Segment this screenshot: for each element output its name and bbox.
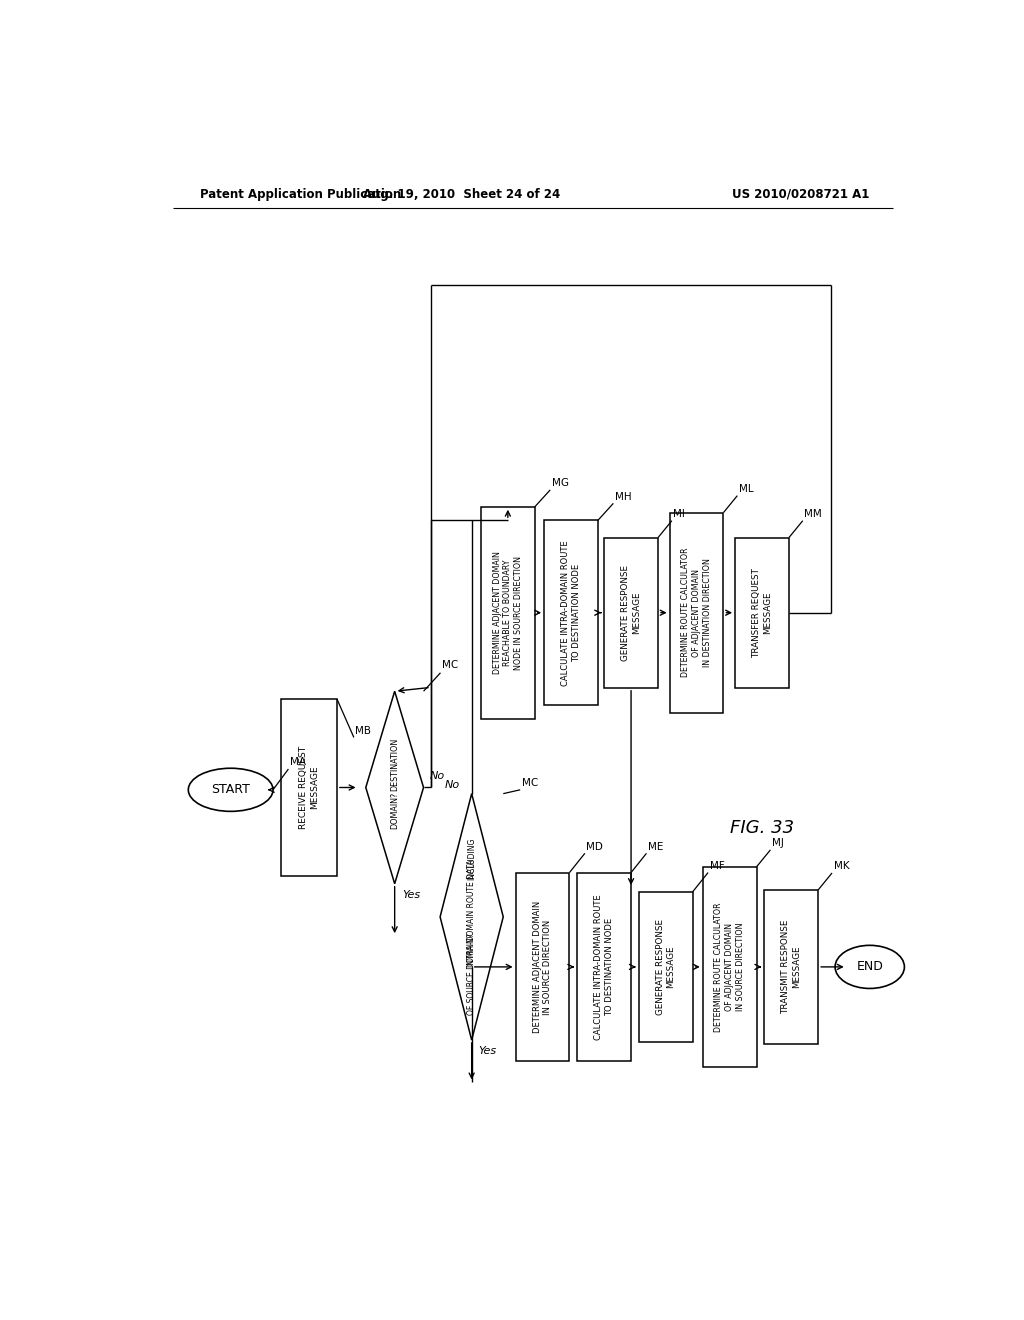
- Text: TRANSFER REQUEST
MESSAGE: TRANSFER REQUEST MESSAGE: [752, 568, 772, 657]
- Text: No: No: [430, 771, 444, 781]
- Text: MC: MC: [521, 779, 538, 788]
- Bar: [735, 537, 788, 688]
- Bar: [604, 537, 658, 688]
- Bar: [670, 512, 724, 713]
- Text: MJ: MJ: [772, 838, 783, 849]
- Bar: [544, 520, 598, 705]
- Text: MF: MF: [710, 861, 724, 871]
- Text: INTRA-DOMAIN ROUTE DATA: INTRA-DOMAIN ROUTE DATA: [467, 859, 476, 966]
- Text: Patent Application Publication: Patent Application Publication: [200, 187, 401, 201]
- Text: DETERMINE ADJACENT DOMAIN
REACHABLE TO BOUNDARY
NODE IN SOURCE DIRECTION: DETERMINE ADJACENT DOMAIN REACHABLE TO B…: [493, 552, 523, 675]
- Bar: [764, 890, 818, 1044]
- Text: START: START: [211, 783, 250, 796]
- Text: INCLUDING: INCLUDING: [467, 838, 476, 880]
- Text: Aug. 19, 2010  Sheet 24 of 24: Aug. 19, 2010 Sheet 24 of 24: [364, 187, 560, 201]
- Text: DESTINATION: DESTINATION: [390, 738, 399, 791]
- Text: OF SOURCE DOMAIN?: OF SOURCE DOMAIN?: [467, 933, 476, 1015]
- Ellipse shape: [188, 768, 273, 812]
- Text: US 2010/0208721 A1: US 2010/0208721 A1: [732, 187, 869, 201]
- Bar: [515, 873, 569, 1061]
- Bar: [639, 892, 692, 1041]
- Text: ME: ME: [648, 842, 664, 851]
- Text: END: END: [856, 961, 883, 973]
- Text: DOMAIN?: DOMAIN?: [390, 792, 399, 829]
- Text: MI: MI: [674, 510, 685, 519]
- Bar: [282, 700, 337, 876]
- Text: DETERMINE ROUTE CALCULATOR
OF ADJACENT DOMAIN
IN SOURCE DIRECTION: DETERMINE ROUTE CALCULATOR OF ADJACENT D…: [715, 902, 744, 1032]
- Ellipse shape: [836, 945, 904, 989]
- Bar: [578, 873, 631, 1061]
- Text: Yes: Yes: [478, 1047, 496, 1056]
- Bar: [481, 507, 535, 718]
- Text: No: No: [445, 780, 460, 789]
- Text: MA: MA: [290, 756, 306, 767]
- Text: MG: MG: [552, 478, 568, 488]
- Text: RECEIVE REQUEST
MESSAGE: RECEIVE REQUEST MESSAGE: [299, 746, 319, 829]
- Text: Yes: Yes: [402, 890, 421, 900]
- Text: MH: MH: [614, 492, 632, 502]
- Text: MM: MM: [804, 510, 822, 519]
- Bar: [702, 867, 757, 1067]
- Text: FIG. 33: FIG. 33: [730, 820, 794, 837]
- Text: DETERMINE ADJACENT DOMAIN
IN SOURCE DIRECTION: DETERMINE ADJACENT DOMAIN IN SOURCE DIRE…: [532, 900, 552, 1034]
- Text: DETERMINE ROUTE CALCULATOR
OF ADJACENT DOMAIN
IN DESTINATION DIRECTION: DETERMINE ROUTE CALCULATOR OF ADJACENT D…: [681, 548, 712, 677]
- Text: ML: ML: [739, 484, 754, 494]
- Text: MD: MD: [587, 842, 603, 851]
- Text: GENERATE RESPONSE
MESSAGE: GENERATE RESPONSE MESSAGE: [655, 919, 676, 1015]
- Text: MC: MC: [442, 660, 459, 671]
- Text: TRANSMIT RESPONSE
MESSAGE: TRANSMIT RESPONSE MESSAGE: [781, 920, 801, 1014]
- Text: GENERATE RESPONSE
MESSAGE: GENERATE RESPONSE MESSAGE: [622, 565, 641, 661]
- Text: CALCULATE INTRA-DOMAIN ROUTE
TO DESTINATION NODE: CALCULATE INTRA-DOMAIN ROUTE TO DESTINAT…: [594, 894, 614, 1040]
- Text: MB: MB: [355, 726, 372, 737]
- Text: MK: MK: [834, 862, 849, 871]
- Text: CALCULATE INTRA-DOMAIN ROUTE
TO DESTINATION NODE: CALCULATE INTRA-DOMAIN ROUTE TO DESTINAT…: [561, 540, 581, 685]
